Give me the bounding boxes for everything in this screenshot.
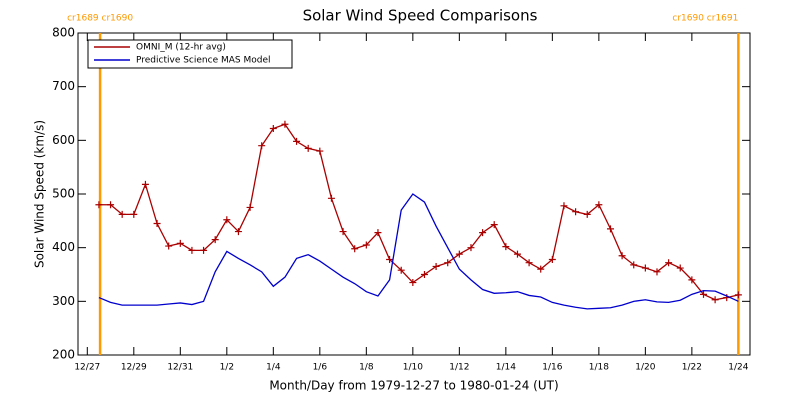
data-marker bbox=[734, 291, 742, 299]
x-tick-label: 12/31 bbox=[167, 363, 193, 373]
data-marker bbox=[304, 144, 312, 152]
data-marker bbox=[479, 229, 487, 237]
data-marker bbox=[420, 271, 428, 278]
data-marker bbox=[118, 210, 126, 218]
data-marker bbox=[188, 246, 196, 254]
data-marker bbox=[583, 210, 591, 218]
data-marker bbox=[211, 236, 219, 244]
data-marker bbox=[513, 250, 521, 258]
data-marker bbox=[665, 259, 673, 267]
data-marker bbox=[595, 201, 603, 209]
x-tick-label: 1/6 bbox=[313, 363, 328, 373]
data-marker bbox=[618, 252, 626, 260]
series-line bbox=[98, 123, 739, 301]
data-marker bbox=[711, 296, 719, 304]
data-marker bbox=[165, 242, 173, 250]
data-marker bbox=[699, 290, 707, 298]
carrington-label: cr1689 cr1690 bbox=[67, 14, 133, 24]
x-tick-label: 1/2 bbox=[220, 363, 234, 373]
data-marker bbox=[548, 255, 556, 263]
series-line bbox=[98, 193, 739, 310]
x-tick-label: 1/20 bbox=[635, 363, 655, 373]
data-marker bbox=[223, 216, 231, 224]
x-tick-label: 1/22 bbox=[682, 363, 702, 373]
x-tick-label: 12/27 bbox=[74, 363, 100, 373]
data-marker bbox=[351, 245, 359, 253]
data-marker bbox=[455, 250, 463, 258]
data-marker bbox=[432, 262, 440, 270]
data-marker bbox=[560, 202, 568, 210]
legend-box bbox=[87, 39, 293, 69]
data-marker bbox=[386, 255, 394, 263]
x-axis-label: Month/Day from 1979-12-27 to 1980-01-24 … bbox=[269, 379, 558, 393]
x-tick-label: 1/12 bbox=[449, 363, 469, 373]
data-marker bbox=[502, 243, 510, 251]
y-tick-label: 300 bbox=[52, 294, 75, 308]
x-tick-label: 1/4 bbox=[266, 363, 281, 373]
data-marker bbox=[630, 261, 638, 269]
y-tick-label: 700 bbox=[52, 79, 75, 93]
data-marker bbox=[316, 147, 324, 155]
data-marker bbox=[95, 201, 103, 209]
legend-label: Predictive Science MAS Model bbox=[136, 56, 271, 66]
y-tick-label: 200 bbox=[52, 348, 75, 362]
x-tick-label: 1/14 bbox=[496, 363, 516, 373]
carrington-label: cr1690 cr1691 bbox=[672, 14, 738, 24]
data-marker bbox=[141, 180, 149, 188]
x-tick-label: 1/24 bbox=[728, 363, 748, 373]
x-tick-label: 12/29 bbox=[121, 363, 147, 373]
data-marker bbox=[327, 194, 335, 202]
chart-title: Solar Wind Speed Comparisons bbox=[303, 7, 538, 25]
x-tick-label: 1/8 bbox=[359, 363, 374, 373]
data-marker bbox=[676, 264, 684, 272]
data-marker bbox=[281, 120, 289, 128]
data-marker bbox=[153, 220, 161, 228]
data-marker bbox=[339, 228, 347, 236]
data-marker bbox=[200, 246, 208, 254]
data-marker bbox=[130, 210, 138, 218]
data-marker bbox=[409, 279, 417, 287]
x-tick-label: 1/16 bbox=[542, 363, 562, 373]
data-marker bbox=[269, 125, 277, 133]
data-marker bbox=[525, 259, 533, 267]
data-marker bbox=[374, 229, 382, 237]
y-tick-label: 500 bbox=[52, 187, 75, 201]
data-marker bbox=[572, 208, 580, 216]
data-marker bbox=[176, 239, 184, 247]
y-tick-label: 600 bbox=[52, 133, 75, 147]
data-marker bbox=[362, 241, 370, 249]
data-marker bbox=[467, 244, 475, 252]
data-marker bbox=[258, 142, 266, 150]
y-tick-label: 400 bbox=[52, 240, 75, 254]
y-axis-label: Solar Wind Speed (km/s) bbox=[33, 120, 47, 268]
data-marker bbox=[246, 203, 254, 211]
data-marker bbox=[653, 268, 661, 276]
data-marker bbox=[107, 201, 115, 209]
data-marker bbox=[688, 276, 696, 284]
data-marker bbox=[397, 266, 405, 274]
x-tick-label: 1/10 bbox=[403, 363, 423, 373]
data-marker bbox=[641, 264, 649, 272]
data-marker bbox=[444, 259, 452, 267]
data-marker bbox=[490, 221, 498, 229]
x-tick-label: 1/18 bbox=[589, 363, 609, 373]
y-tick-label: 800 bbox=[52, 26, 75, 40]
legend-label: OMNI_M (12-hr avg) bbox=[136, 43, 226, 53]
data-marker bbox=[234, 228, 242, 236]
data-marker bbox=[537, 265, 545, 273]
data-marker bbox=[606, 225, 614, 233]
data-marker bbox=[293, 137, 301, 145]
